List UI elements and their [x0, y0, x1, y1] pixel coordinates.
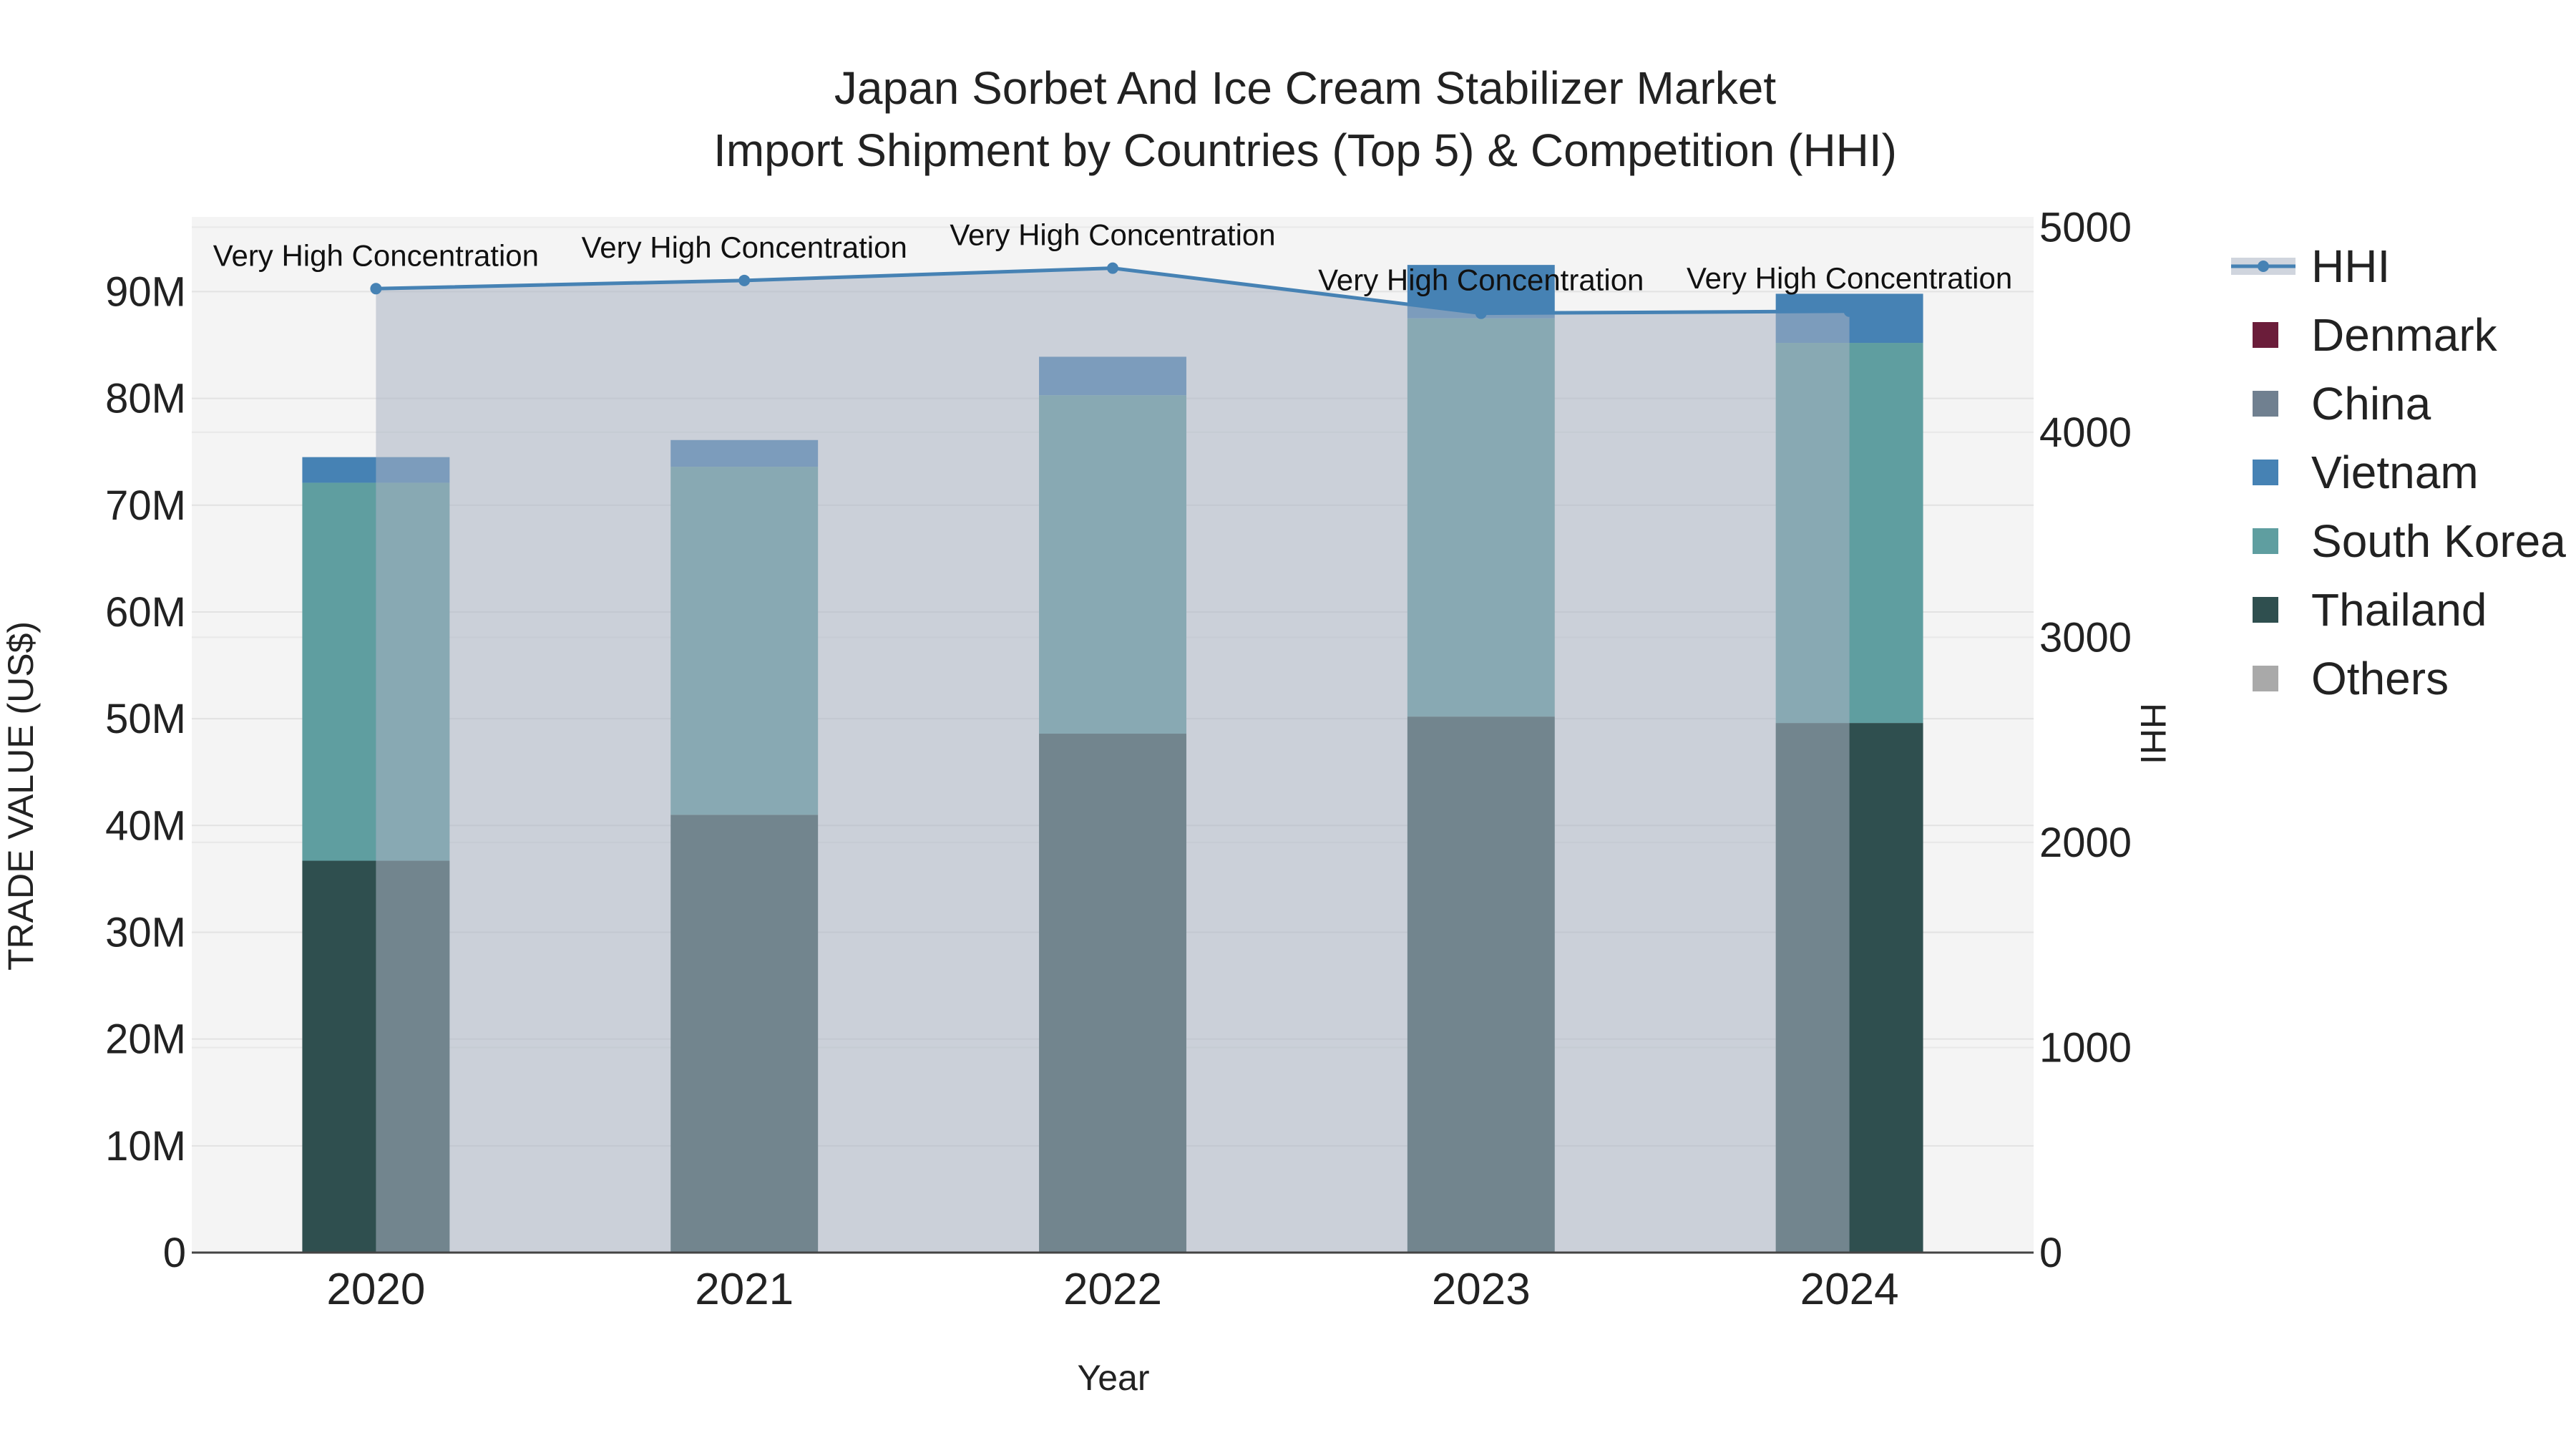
hhi-annotation-2020: Very High Concentration: [213, 238, 539, 272]
y-tick-label: 70M: [105, 482, 186, 529]
y-axis-title: TRADE VALUE (US$): [1, 621, 41, 971]
x-tick-label: 2023: [1432, 1265, 1531, 1314]
legend-label-hhi: HHI: [2311, 240, 2390, 292]
legend-label-south-korea: South Korea: [2311, 515, 2566, 567]
x-tick-label: 2024: [1800, 1265, 1899, 1314]
hhi-annotation-2022: Very High Concentration: [950, 218, 1275, 252]
y2-axis-title: HHI: [2133, 703, 2173, 764]
x-tick-label: 2022: [1063, 1265, 1162, 1314]
legend-label-thailand: Thailand: [2311, 584, 2487, 636]
hhi-point-2021: [738, 274, 751, 286]
y2-tick-label: 4000: [2039, 409, 2132, 456]
hhi-annotation-2024: Very High Concentration: [1687, 261, 2012, 295]
x-tick-label: 2020: [326, 1265, 425, 1314]
x-tick-label: 2021: [695, 1265, 794, 1314]
legend-label-denmark: Denmark: [2311, 309, 2498, 361]
x-axis-title: Year: [1077, 1358, 1149, 1398]
legend-swatch-china: [2253, 391, 2278, 417]
y2-tick-label: 1000: [2039, 1024, 2132, 1071]
y-tick-label: 10M: [105, 1123, 186, 1170]
hhi-point-2020: [370, 283, 382, 295]
y-tick-label: 60M: [105, 589, 186, 636]
legend-hhi-marker: [2258, 261, 2269, 272]
hhi-annotation-2023: Very High Concentration: [1318, 263, 1644, 297]
legend-swatch-others: [2253, 666, 2278, 691]
hhi-point-2022: [1107, 262, 1118, 274]
y-tick-label: 80M: [105, 376, 186, 422]
legend-label-china: China: [2311, 378, 2431, 429]
y-tick-label: 30M: [105, 909, 186, 956]
hhi-point-2023: [1475, 307, 1487, 319]
y-tick-label: 0: [163, 1230, 186, 1276]
y-tick-label: 20M: [105, 1016, 186, 1063]
y-tick-label: 50M: [105, 696, 186, 742]
chart-title-line-2: Import Shipment by Countries (Top 5) & C…: [713, 125, 1897, 176]
y2-tick-label: 2000: [2039, 820, 2132, 866]
y2-tick-label: 5000: [2039, 204, 2132, 251]
hhi-point-2024: [1843, 305, 1855, 317]
legend-label-others: Others: [2311, 653, 2449, 704]
y2-tick-label: 0: [2039, 1230, 2062, 1276]
legend-swatch-denmark: [2253, 322, 2278, 348]
hhi-area: [376, 268, 1850, 1253]
y2-tick-label: 3000: [2039, 614, 2132, 661]
hhi-annotation-2021: Very High Concentration: [582, 230, 907, 264]
legend-label-vietnam: Vietnam: [2311, 447, 2479, 498]
chart-title-line-1: Japan Sorbet And Ice Cream Stabilizer Ma…: [834, 62, 1776, 114]
y-tick-label: 90M: [105, 268, 186, 315]
y-tick-label: 40M: [105, 802, 186, 849]
legend-swatch-south-korea: [2253, 528, 2278, 554]
legend-swatch-thailand: [2253, 597, 2278, 623]
legend-swatch-vietnam: [2253, 460, 2278, 485]
